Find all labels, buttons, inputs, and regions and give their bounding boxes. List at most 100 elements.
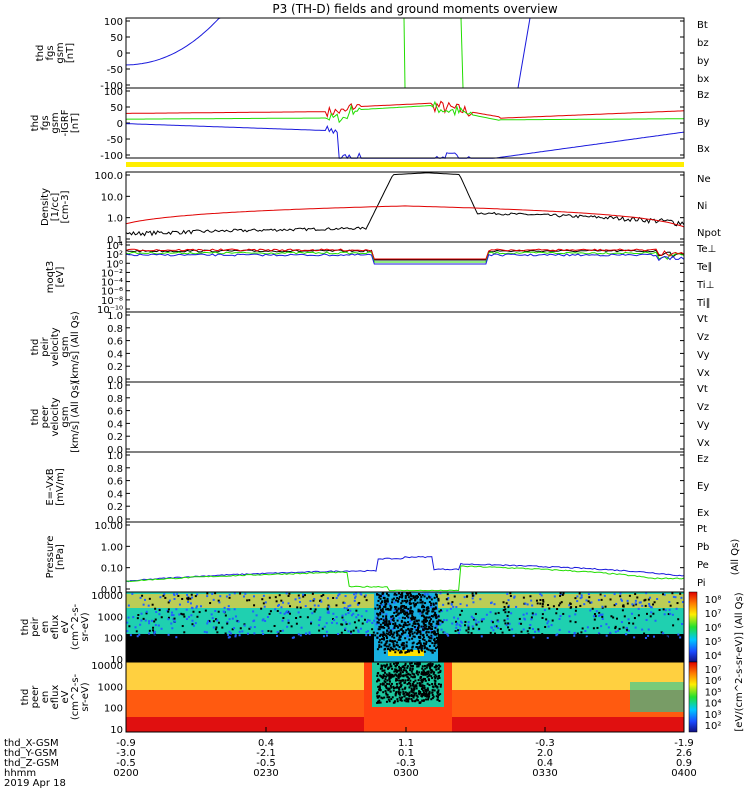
series-ne-line — [125, 205, 685, 228]
panel-peir_eflux: 10000 1000 100 10 thd peir en eflux eV (cm^2-s-sr… — [20, 591, 721, 666]
legend-vx: Vx — [697, 438, 710, 449]
ytick-label: 10⁻¹⁰ — [97, 305, 123, 316]
ytick-label: 0.6 — [107, 477, 123, 488]
colorbar-tick: 10⁵ — [705, 687, 722, 698]
xtick-label: 1.1 — [398, 738, 414, 749]
legend-bx: bx — [697, 74, 709, 85]
ylabel-line: moqt3 — [45, 261, 56, 294]
xaxis-row-label: hhmm — [4, 768, 36, 779]
xtick-label: 0230 — [253, 768, 278, 779]
ytick-label: 1000 — [98, 612, 123, 623]
ytick-label: 0.2 — [107, 502, 123, 513]
ytick-label: 50 — [110, 103, 123, 114]
ylabel-line: [nT] — [70, 113, 81, 133]
panel-frame — [125, 451, 685, 523]
legend-by: By — [697, 117, 710, 128]
ytick-label: 0.4 — [107, 419, 123, 430]
series-by-line — [403, 17, 406, 89]
ytick-label: 0.1 — [107, 235, 123, 246]
ytick-label: 0.01 — [101, 585, 123, 596]
ylabel-line: gsm — [60, 336, 71, 357]
panel-density: 100.0 10.0 1.0 0.1 Density [1/cc] [cm-3] Ne Ni Np… — [40, 171, 721, 246]
xtick-label: -3.0 — [116, 748, 136, 759]
legend-npot: Npot — [697, 228, 721, 239]
ytick-label: 1000 — [98, 682, 123, 693]
ylabel-line: velocity — [50, 327, 61, 366]
xtick-label: 0330 — [532, 768, 557, 779]
ylabel-line: peer — [40, 405, 51, 429]
xtick-label: -0.3 — [396, 758, 416, 769]
ytick-label: 0.0 — [107, 375, 123, 386]
legend-ez: Ez — [697, 454, 709, 465]
xtick-label: 2.0 — [537, 748, 553, 759]
ylabel-line: gsm — [60, 406, 71, 427]
ylabel-line: (cm^2-s- — [70, 673, 81, 720]
panel-pressure: 10.00 1.00 0.10 0.01 Pressure [nPa] Pt Pb Pe Pi (A… — [45, 521, 741, 596]
ylabel-line: thd — [35, 45, 46, 62]
ylabel-line: eflux — [50, 685, 61, 710]
panel-peir_velocity: 1.0 0.8 0.60.4 0.2 0.0 thd peir velocity gsm [km/… — [30, 311, 710, 386]
legend-vt: Vt — [697, 384, 708, 395]
xtick-label: -0.5 — [116, 758, 136, 769]
xtick-label: 2.6 — [676, 748, 692, 759]
ylabel-line: (cm^2-s- — [70, 603, 81, 650]
ylabel-line: eV — [60, 620, 71, 633]
panel-frame — [125, 661, 685, 733]
ytick-label: 10⁻⁸ — [101, 296, 123, 307]
series-by-line — [460, 17, 464, 89]
ylabel-line: [km/s] (All Qs) — [70, 311, 81, 383]
ytick-label: 0.0 — [107, 515, 123, 526]
ytick-label: 0.8 — [107, 394, 123, 405]
legend-bz: Bz — [697, 90, 709, 101]
ytick-label: 10⁻⁴ — [101, 278, 123, 289]
series-bz-line — [126, 100, 685, 119]
colorbar-tick: 10⁷ — [705, 665, 722, 676]
ylabel-line: sr-eV) — [80, 612, 91, 641]
legend-suffix: (All Qs) — [730, 539, 741, 576]
ytick-label: 100 — [104, 634, 123, 645]
series-teperp-line — [125, 248, 685, 260]
xaxis-row-label: thd_Y-GSM — [4, 748, 57, 759]
ytick-label: 1.0 — [107, 311, 123, 322]
ytick-label: 0 — [117, 119, 123, 130]
xtick-label: 0.4 — [537, 758, 553, 769]
ylabel-line: -IGRF — [60, 109, 71, 136]
legend-vz: Vz — [697, 402, 709, 413]
xtick-label: -2.1 — [256, 748, 276, 759]
legend-pe: Pe — [697, 560, 709, 571]
ytick-label: 10.0 — [101, 192, 123, 203]
xtick-label: 0.9 — [676, 758, 692, 769]
ytick-label: 0.8 — [107, 464, 123, 475]
series-bx-line — [125, 123, 685, 160]
ytick-label: 10 — [110, 725, 123, 736]
ytick-label: 0.8 — [107, 324, 123, 335]
ylabel-line: gsm — [50, 112, 61, 133]
ytick-label: 0.0 — [107, 445, 123, 456]
ylabel-line: thd — [20, 619, 31, 636]
ytick-label: 0.2 — [107, 362, 123, 373]
panel-peer_velocity: 1.0 0.8 0.60.4 0.2 0.0 thd peer velocity gsm [km/… — [30, 381, 710, 456]
ytick-label: 0.6 — [107, 407, 123, 418]
xtick-label: -0.3 — [535, 738, 555, 749]
xtick-label: -0.5 — [256, 758, 276, 769]
legend-te⊥: Te⊥ — [696, 244, 716, 255]
xaxis-row-label: thd_X-GSM — [4, 738, 59, 749]
ylabel-line: en — [40, 621, 51, 634]
legend-te∥: Te∥ — [696, 262, 713, 273]
ytick-label: 1.00 — [101, 542, 123, 553]
ytick-label: -100 — [100, 81, 123, 92]
legend-vy: Vy — [697, 420, 710, 431]
colorbar-tick: 10⁶ — [705, 676, 722, 687]
ytick-label: 0 — [117, 49, 123, 60]
panel-frame — [125, 87, 685, 159]
ytick-label: 10⁻² — [101, 268, 123, 279]
ylabel-line: [cm-3] — [60, 190, 71, 223]
colorbar-tick: 10⁷ — [705, 609, 722, 620]
ytick-label: 10⁴ — [106, 241, 123, 252]
figure-title: P3 (TH-D) fields and ground moments over… — [272, 2, 557, 16]
colorbar-label: [eV/(cm^2-s-sr-eV)] (All Qs) — [734, 592, 745, 731]
